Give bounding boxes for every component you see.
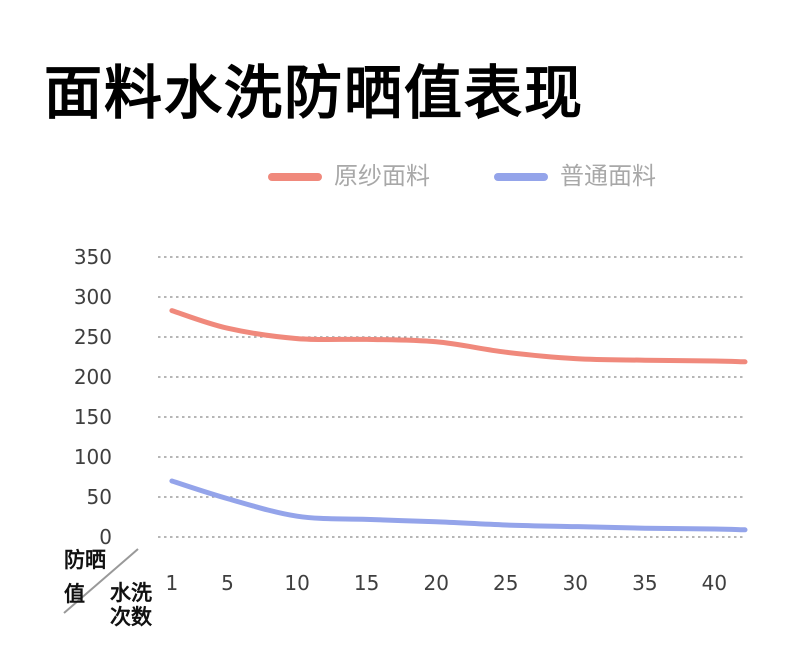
- y-axis-unit-line1: 防晒: [64, 548, 106, 572]
- axis-corner-slash: [63, 548, 139, 614]
- y-tick-label: 100: [74, 445, 112, 469]
- page-title: 面料水洗防晒值表现: [44, 61, 585, 126]
- y-axis-unit-line2: 值: [64, 582, 85, 606]
- legend-label-yuansha: 原纱面料: [334, 163, 430, 190]
- y-tick-label: 150: [74, 405, 112, 429]
- y-tick-label: 50: [87, 485, 112, 509]
- legend-item-ordinary-fabric[interactable]: 普通面料: [494, 165, 656, 189]
- x-axis-unit-line2: 次数: [110, 605, 153, 629]
- y-tick-label: 250: [74, 325, 112, 349]
- series-line-1: [169, 478, 748, 533]
- x-axis-unit-line1: 水洗: [110, 581, 152, 605]
- y-tick-label: 300: [74, 285, 112, 309]
- grid-layer: [158, 256, 745, 538]
- chart-legend: 原纱面料 普通面料: [268, 165, 656, 189]
- series-line-0: [169, 308, 748, 365]
- x-tick-label: 35: [632, 571, 657, 595]
- legend-label-ordinary: 普通面料: [560, 163, 656, 190]
- x-tick-label: 10: [284, 571, 309, 595]
- legend-swatch-yuansha: [268, 173, 322, 181]
- x-tick-label: 5: [221, 571, 234, 595]
- legend-swatch-ordinary: [494, 173, 548, 181]
- y-tick-label: 200: [74, 365, 112, 389]
- x-tick-label: 15: [354, 571, 379, 595]
- y-axis-labels: 0 50 100 150 200 250 300 350: [74, 245, 112, 549]
- legend-item-yuansha-fabric[interactable]: 原纱面料: [268, 165, 430, 189]
- x-tick-label: 25: [493, 571, 518, 595]
- x-axis-labels: 1 5 10 15 20 25 30 35 40: [166, 571, 728, 595]
- x-tick-label: 40: [702, 571, 727, 595]
- y-tick-label: 0: [99, 525, 112, 549]
- x-tick-label: 30: [563, 571, 588, 595]
- x-tick-label: 1: [166, 571, 179, 595]
- series-layer: [169, 308, 748, 533]
- x-tick-label: 20: [423, 571, 448, 595]
- y-tick-label: 350: [74, 245, 112, 269]
